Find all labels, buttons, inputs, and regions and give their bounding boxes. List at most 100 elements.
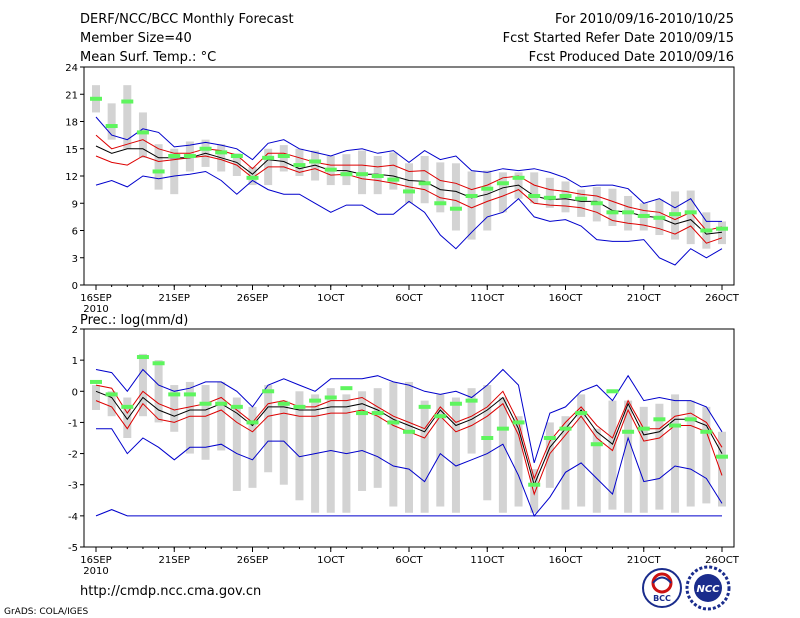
obs-marker-18 [371,411,384,416]
obs-marker-19 [387,420,400,425]
obs-marker-17 [356,172,369,177]
spread-box-2 [123,85,132,149]
obs-marker-39 [700,228,713,233]
spread-box-19 [389,381,398,507]
y-tick-label: 2 [72,325,78,336]
obs-marker-34 [622,210,635,215]
obs-marker-11 [262,389,275,394]
y-tick-label: -4 [68,512,78,523]
obs-marker-2 [121,99,134,104]
spread-box-27 [514,416,523,507]
footer-url[interactable]: http://cmdp.ncc.cma.gov.cn [80,584,261,599]
x-tick-label: 16OCT [549,293,584,304]
obs-marker-32 [590,201,603,206]
obs-marker-7 [199,401,212,406]
x-tick-label: 26SEP [237,555,268,566]
variable-label-temp: Mean Surf. Temp.: °C [80,50,216,65]
spread-box-34 [624,400,633,513]
spread-box-38 [686,400,695,507]
spread-box-29 [545,177,554,208]
spread-box-22 [436,394,445,507]
obs-marker-25 [481,186,494,191]
obs-marker-12 [277,401,290,406]
obs-marker-30 [559,426,572,431]
y-tick-label: 15 [65,145,78,156]
obs-marker-24 [465,398,478,403]
obs-marker-27 [512,175,525,180]
y-tick-label: 24 [65,63,78,74]
max-envelope-line [95,116,722,222]
y-tick-label: 18 [65,118,78,129]
lower-line [95,155,723,244]
ncc-logo-text: NCC [696,584,720,595]
obs-marker-39 [700,429,713,434]
spread-box-1 [107,391,116,417]
obs-marker-4 [152,361,165,366]
y-tick-label: 1 [72,356,78,367]
forecast-period: For 2010/09/16-2010/10/25 [555,12,734,27]
x-tick-label: 16SEP [80,555,111,566]
obs-marker-5 [168,392,181,397]
obs-marker-2 [121,404,134,409]
obs-marker-7 [199,146,212,151]
obs-marker-9 [230,154,243,159]
obs-marker-35 [637,426,650,431]
obs-marker-14 [309,398,322,403]
obs-marker-16 [340,172,353,177]
obs-marker-20 [403,189,415,194]
obs-marker-22 [434,414,447,419]
spread-box-1 [107,103,116,140]
spread-box-35 [639,406,648,513]
obs-marker-0 [90,96,102,101]
y-tick-label: -5 [68,543,78,554]
x-tick-label: 21OCT [627,293,662,304]
obs-marker-36 [653,417,666,422]
obs-marker-13 [293,404,306,409]
x-tick-label: 6OCT [395,293,423,304]
x-tick-label: 16SEP [80,293,111,304]
obs-marker-12 [277,154,290,159]
spread-box-9 [232,397,241,491]
obs-marker-28 [528,193,541,198]
spread-box-33 [608,400,617,510]
fcst-produced-date: Fcst Produced Date 2010/09/16 [529,50,734,65]
obs-marker-19 [387,177,400,182]
obs-marker-15 [324,395,337,400]
spread-box-5 [170,148,179,195]
spread-box-19 [389,152,398,190]
spread-box-5 [170,385,179,432]
obs-marker-23 [449,206,462,211]
spread-box-30 [561,416,570,510]
floor-envelope-line [95,509,722,517]
spread-box-21 [420,156,429,204]
ensemble-mean-line [95,390,723,487]
x-tick-label: 21SEP [159,555,190,566]
obs-marker-18 [371,174,384,178]
spread-box-8 [217,381,226,451]
x-tick-label: 26SEP [237,293,268,304]
spread-box-31 [577,189,586,217]
precipitation-chart: -5 -4 -3 -2 -1 0 1 2 16SEP 21SEP 26SEP 1OCT 6OCT 11OC… [68,325,740,577]
y-tick-label: 0 [72,387,78,398]
obs-marker-10 [246,175,259,180]
spread-box-33 [608,188,617,226]
obs-marker-40 [716,226,728,231]
spread-box-25 [483,170,492,231]
x-tick-label: 11OCT [470,555,505,566]
y-tick-label: 21 [65,90,78,101]
spread-box-3 [138,353,147,417]
spread-box-26 [498,172,507,213]
obs-marker-26 [496,181,509,186]
spread-box-23 [451,163,460,231]
y-tick-label: 0 [72,281,78,292]
x-tick-label: 26OCT [705,293,740,304]
spread-box-37 [671,394,680,513]
min-envelope-line [96,428,723,517]
obs-marker-33 [606,210,619,215]
obs-marker-15 [324,167,337,172]
obs-marker-35 [637,213,650,218]
spread-box-24 [467,171,476,240]
obs-marker-16 [340,386,353,391]
spread-box-25 [483,385,492,501]
